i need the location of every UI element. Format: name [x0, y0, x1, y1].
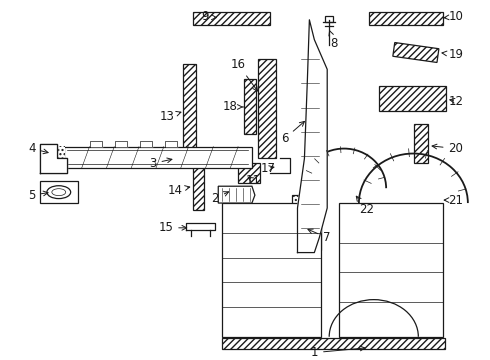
Text: 3: 3: [149, 157, 172, 170]
Polygon shape: [297, 20, 327, 253]
Bar: [379, 86, 446, 111]
Bar: [40, 181, 77, 203]
Text: 8: 8: [329, 31, 338, 50]
Bar: [369, 12, 443, 25]
Bar: [393, 42, 439, 63]
Text: 4: 4: [28, 142, 48, 155]
Text: 16: 16: [231, 58, 258, 91]
Bar: [183, 64, 196, 153]
Text: 10: 10: [444, 10, 464, 23]
Bar: [325, 16, 333, 22]
Polygon shape: [91, 141, 102, 147]
Text: 12: 12: [448, 95, 464, 108]
Text: 2: 2: [212, 192, 229, 204]
Polygon shape: [115, 141, 127, 147]
Text: 19: 19: [442, 48, 464, 61]
Text: 7: 7: [308, 229, 331, 244]
Text: 5: 5: [28, 189, 48, 202]
Ellipse shape: [47, 186, 71, 199]
Text: 13: 13: [159, 111, 181, 123]
Text: 18: 18: [223, 100, 243, 113]
Text: 21: 21: [444, 194, 464, 207]
Bar: [64, 147, 252, 168]
Text: 22: 22: [356, 196, 374, 216]
Bar: [415, 124, 428, 163]
Text: 11: 11: [245, 174, 260, 187]
Polygon shape: [218, 186, 255, 203]
Bar: [292, 195, 321, 249]
Bar: [238, 163, 260, 183]
Text: 15: 15: [158, 221, 187, 234]
Text: 17: 17: [260, 162, 275, 175]
Bar: [42, 145, 65, 171]
Bar: [339, 203, 443, 337]
Bar: [193, 12, 270, 25]
Text: 1: 1: [311, 346, 365, 359]
Bar: [193, 161, 204, 210]
Polygon shape: [140, 141, 152, 147]
Text: 20: 20: [432, 142, 464, 155]
Bar: [258, 59, 276, 158]
Bar: [244, 79, 256, 134]
Polygon shape: [165, 141, 177, 147]
Text: 14: 14: [167, 184, 190, 197]
Ellipse shape: [52, 189, 66, 195]
Text: 6: 6: [281, 121, 304, 145]
Bar: [222, 338, 445, 348]
Polygon shape: [40, 144, 67, 173]
Text: 9: 9: [201, 10, 217, 23]
Bar: [222, 203, 321, 337]
